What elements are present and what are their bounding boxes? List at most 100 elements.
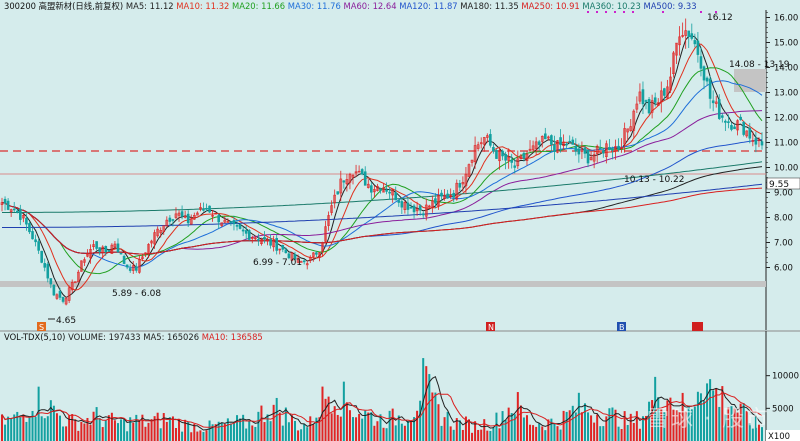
volume-bar <box>242 414 245 441</box>
candle-body <box>754 138 758 145</box>
candle-body <box>424 204 428 217</box>
volume-bar <box>129 417 132 441</box>
volume-bar <box>629 413 632 441</box>
volume-bar <box>10 418 13 441</box>
volume-bar <box>382 427 385 441</box>
volume-bar <box>113 420 116 441</box>
volume-bar <box>165 421 168 441</box>
volume-bar <box>467 419 470 441</box>
volume-bar <box>16 411 19 441</box>
annotation-zone-1: 5.89 - 6.08 <box>112 289 161 299</box>
candle-body <box>336 191 340 195</box>
candle-body <box>354 171 358 174</box>
volume-bar <box>663 412 666 441</box>
candle-body <box>467 164 471 177</box>
volume-bar <box>638 428 641 441</box>
candle-body <box>113 243 117 248</box>
candle-body <box>638 91 642 102</box>
volume-bar <box>400 423 403 441</box>
volume-bar <box>431 392 434 441</box>
volume-bar <box>525 415 528 441</box>
candle-body <box>220 222 224 226</box>
volume-bar <box>733 408 736 441</box>
volume-bar <box>571 405 574 441</box>
candle-body <box>605 143 608 158</box>
volume-bar <box>556 426 559 441</box>
annotation-zone-2: 6.99 - 7.01 <box>253 258 302 268</box>
candle-body <box>43 263 47 268</box>
volume-bar <box>43 418 46 441</box>
volume-bar <box>123 418 126 441</box>
volume-bar <box>388 410 391 441</box>
volume-bar <box>742 403 745 441</box>
volume-bar <box>284 407 287 441</box>
candle-body <box>357 170 361 173</box>
candle-body <box>150 240 153 244</box>
candle-body <box>412 205 416 213</box>
volume-legend: VOL-TDX(5,10) VOLUME: 197433 MA5: 165026… <box>4 332 263 342</box>
candle-body <box>574 145 578 152</box>
candle-body <box>77 271 80 283</box>
candle-body <box>119 252 123 255</box>
volume-bar <box>260 405 263 441</box>
candle-body <box>217 215 221 223</box>
candle-body <box>162 225 166 232</box>
candle-body <box>437 195 440 207</box>
price-panel <box>0 10 766 330</box>
volume-bar <box>654 376 657 441</box>
candle-body <box>299 261 303 263</box>
volume-bar <box>385 428 388 441</box>
candle-body <box>199 207 202 210</box>
volume-bar <box>529 424 532 441</box>
volume-bar <box>709 379 712 441</box>
candle-body <box>617 145 620 150</box>
candle-body <box>0 202 4 205</box>
price-tick-label: 7.00 <box>774 239 793 249</box>
volume-bar <box>55 413 58 441</box>
candle-body <box>168 217 172 222</box>
candle-body <box>601 150 605 154</box>
volume-bar <box>269 421 272 441</box>
candle-body <box>455 182 459 200</box>
volume-bar <box>95 407 98 441</box>
volume-bar <box>452 429 455 441</box>
candle-body <box>482 137 486 145</box>
candle-body <box>101 246 105 253</box>
volume-bar <box>220 422 223 441</box>
volume-bar <box>229 423 232 441</box>
candle-body <box>513 165 517 168</box>
volume-bar <box>620 429 623 441</box>
candle-body <box>534 141 538 149</box>
candle-body <box>315 252 318 255</box>
volume-bar <box>364 410 367 441</box>
volume-bar <box>52 405 55 441</box>
volume-bar <box>495 412 498 441</box>
candle-body <box>116 243 120 253</box>
volume-legend-item: MA10: 136585 <box>202 332 263 342</box>
volume-bar <box>275 397 278 441</box>
candle-body <box>363 171 367 186</box>
candle-body <box>250 237 254 239</box>
volume-bar <box>22 414 25 441</box>
watermark: 雪球 · 股市 <box>647 407 770 432</box>
candle-body <box>229 221 233 223</box>
volume-bar <box>232 422 235 441</box>
volume-bar <box>303 423 306 441</box>
candle-body <box>46 263 50 279</box>
volume-bar <box>513 414 516 441</box>
volume-bar <box>522 417 525 441</box>
candle-body <box>272 240 275 248</box>
candle-body <box>232 220 236 225</box>
volume-bar <box>458 420 461 441</box>
candle-body <box>623 128 626 145</box>
volume-bar <box>199 430 202 441</box>
volume-bar <box>58 415 61 441</box>
volume-bar <box>28 417 31 441</box>
volume-bar <box>474 421 477 441</box>
volume-bar <box>739 403 742 441</box>
candle-body <box>281 245 285 250</box>
volume-bar <box>239 418 242 441</box>
volume-bar <box>718 406 721 441</box>
candle-body <box>312 252 315 257</box>
